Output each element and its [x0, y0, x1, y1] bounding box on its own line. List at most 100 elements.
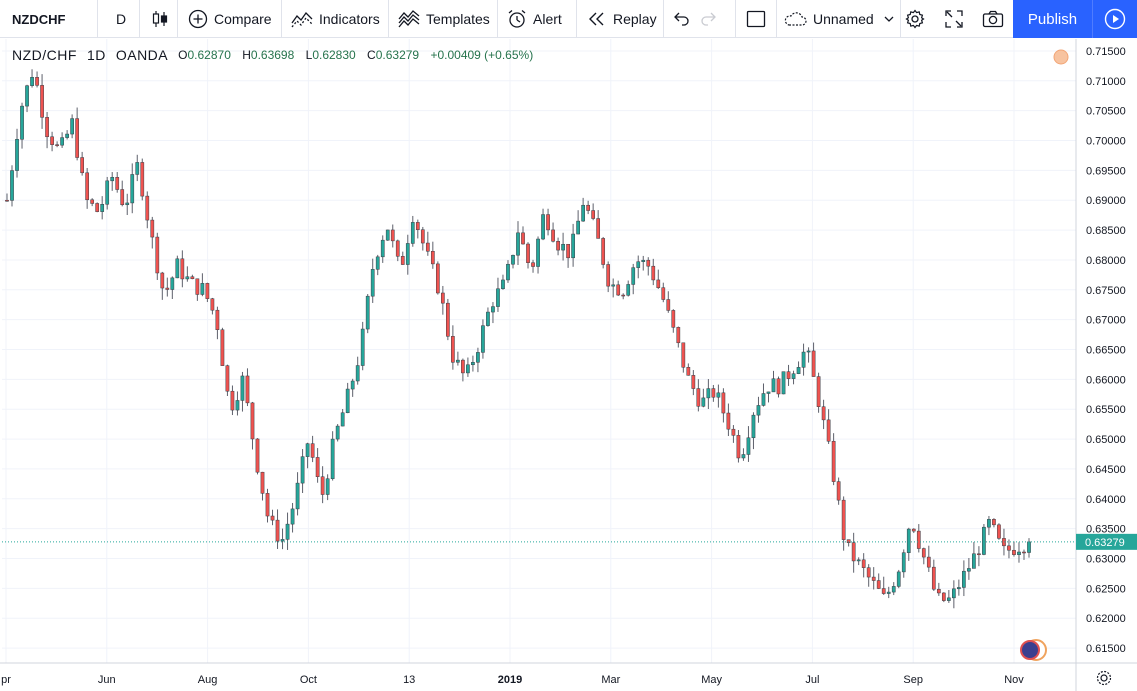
price-tick-label: 0.62500 [1086, 583, 1126, 595]
candle-up [576, 220, 580, 235]
candle-up [716, 392, 721, 398]
candle-up [235, 400, 240, 411]
publish-button[interactable]: Publish [1013, 0, 1092, 38]
candle-down [205, 283, 210, 299]
candle-down [591, 210, 595, 219]
price-tick-label: 0.64500 [1086, 464, 1126, 476]
candle-down [155, 236, 160, 274]
interval-button[interactable]: D [116, 0, 126, 38]
candle-up [200, 283, 205, 295]
candle-up [105, 180, 110, 205]
candle-down [425, 242, 430, 252]
divider [576, 0, 577, 38]
candle-up [370, 269, 375, 297]
price-tick-label: 0.68000 [1086, 255, 1126, 267]
interval-label: D [116, 11, 127, 27]
candle-down [441, 292, 445, 304]
gear-icon [905, 9, 925, 29]
candle-up [571, 233, 575, 259]
square-icon [746, 10, 766, 28]
candle-up [631, 267, 636, 285]
publish-label: Publish [1027, 10, 1078, 28]
chart-type-button[interactable] [151, 0, 169, 38]
close-key: C [367, 48, 376, 62]
candle-down [711, 388, 716, 398]
layout-menu-button[interactable]: Unnamed [783, 0, 894, 38]
candle-up [536, 238, 540, 267]
candle-down [721, 392, 726, 414]
candle-down [651, 265, 656, 281]
candle-down [977, 553, 981, 556]
candle-down [731, 428, 736, 436]
candle-down [400, 256, 405, 265]
candle-up [365, 295, 370, 330]
candle-up [581, 204, 585, 222]
divider [735, 0, 736, 38]
snapshot-button[interactable] [982, 0, 1004, 38]
chart-legend: NZD/CHF 1D OANDA O0.62870 H0.63698 L0.62… [12, 47, 533, 63]
last-price-label: 0.63279 [1085, 537, 1125, 549]
candle-down [816, 376, 821, 407]
candle-up [952, 588, 956, 599]
candle-down [165, 287, 170, 290]
symbol-search-button[interactable]: NZDCHF [12, 0, 65, 38]
candle-down [90, 199, 95, 204]
candle-down [911, 528, 916, 532]
candles [5, 69, 1031, 609]
candle-up [345, 388, 350, 414]
candle-down [616, 284, 621, 296]
candle-down [776, 378, 781, 395]
candle-up [285, 523, 290, 540]
indicators-button[interactable]: Indicators [291, 0, 380, 38]
alert-label: Alert [533, 11, 562, 27]
fullscreen-button[interactable] [945, 0, 963, 38]
play-button[interactable] [1092, 0, 1137, 38]
candle-down [1002, 538, 1006, 547]
candle-down [210, 298, 215, 311]
templates-button[interactable]: Templates [398, 0, 490, 38]
candle-down [145, 195, 150, 221]
candle-down [671, 310, 676, 328]
open-value: 0.62870 [187, 48, 231, 62]
candle-up [175, 258, 180, 279]
candle-down [270, 515, 275, 521]
candle-up [295, 482, 300, 510]
replay-button[interactable]: Replay [587, 0, 657, 38]
candle-up [967, 568, 971, 572]
candle-up [65, 133, 69, 138]
candle-down [225, 365, 230, 392]
candle-up [801, 351, 806, 368]
candle-up [130, 174, 135, 204]
candle-up [516, 232, 520, 256]
candle-up [125, 202, 130, 206]
undo-button[interactable] [672, 0, 690, 38]
candle-down [95, 203, 100, 212]
candle-down [836, 481, 841, 501]
candle-down [120, 189, 125, 206]
candle-up [486, 311, 490, 326]
candle-up [506, 263, 510, 281]
candle-down [215, 309, 220, 331]
price-tick-label: 0.68500 [1086, 225, 1126, 237]
candle-down [395, 240, 400, 257]
market-status-icon [1053, 49, 1069, 65]
divider [177, 0, 178, 38]
candle-down [446, 302, 450, 337]
templates-icon [398, 10, 420, 28]
price-tick-label: 0.70500 [1086, 106, 1126, 118]
candle-up [856, 559, 861, 562]
alert-button[interactable]: Alert [507, 0, 562, 38]
redo-button[interactable] [700, 0, 718, 38]
candle-down [220, 329, 225, 366]
price-tick-label: 0.66500 [1086, 345, 1126, 357]
price-tick-label: 0.64000 [1086, 494, 1126, 506]
candle-down [851, 542, 856, 562]
compare-button[interactable]: Compare [188, 0, 272, 38]
candle-down [40, 85, 44, 118]
candle-down [831, 440, 836, 482]
fullscreen-select-button[interactable] [746, 0, 766, 38]
candle-down [526, 243, 530, 263]
settings-button[interactable] [905, 0, 925, 38]
price-tick-label: 0.62000 [1086, 613, 1126, 625]
